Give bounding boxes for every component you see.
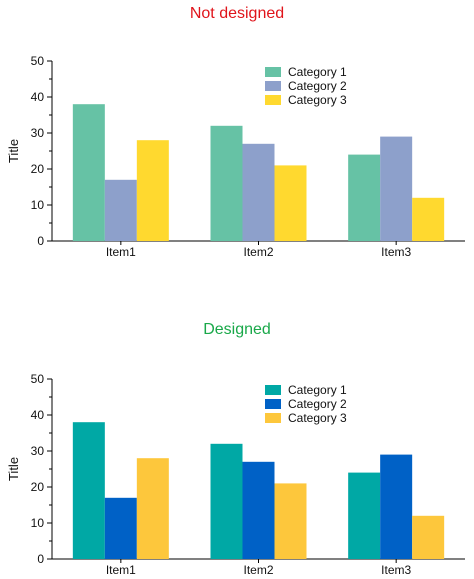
- c0-y-tick-label: 30: [31, 126, 45, 140]
- c1-bar-item3-series-1: [348, 472, 381, 559]
- c0-bar-item2-series-2: [242, 143, 275, 241]
- c0-y-tick-label: 20: [31, 162, 45, 176]
- c1-bar-item2-series-1: [210, 443, 243, 559]
- c1-legend-swatch-3: [265, 413, 281, 423]
- c0-x-tick-label: Item3: [381, 245, 411, 259]
- c1-legend-swatch-2: [265, 399, 281, 409]
- c1-x-tick-label: Item1: [106, 563, 136, 577]
- c0-bar-item3-series-2: [380, 136, 413, 241]
- c1-y-tick-label: 50: [31, 372, 45, 386]
- c1-y-axis-label: Title: [6, 457, 21, 481]
- c0-x-tick-label: Item2: [243, 245, 273, 259]
- c0-legend-swatch-1: [265, 67, 281, 77]
- c0-bar-item3-series-3: [412, 197, 445, 241]
- c0-legend-label-2: Category 2: [288, 79, 347, 93]
- c1-y-tick-label: 10: [31, 516, 45, 530]
- c0-y-tick-label: 40: [31, 90, 45, 104]
- c1-bar-item2-series-3: [274, 483, 307, 559]
- c1-legend-label-3: Category 3: [288, 411, 347, 425]
- c1-legend-swatch-1: [265, 385, 281, 395]
- chart-not-designed: 0 10 20 30 40 50 Title Item1 Item2 Item3 Category …: [6, 54, 465, 259]
- c0-bar-item1-series-3: [136, 140, 169, 241]
- c0-legend-label-1: Category 1: [288, 65, 347, 79]
- c0-legend-label-3: Category 3: [288, 93, 347, 107]
- chart-title-not-designed: Not designed: [189, 5, 285, 22]
- c1-bar-item1-series-3: [136, 458, 169, 559]
- c0-bar-item1-series-1: [72, 104, 105, 241]
- c1-bar-item3-series-2: [380, 454, 413, 559]
- c1-y-tick-label: 0: [37, 552, 44, 566]
- c1-bar-item2-series-2: [242, 461, 275, 559]
- c1-bar-item3-series-3: [412, 515, 445, 559]
- c1-y-tick-label: 30: [31, 444, 45, 458]
- c1-y-tick-label: 20: [31, 480, 45, 494]
- c1-x-tick-label: Item3: [381, 563, 411, 577]
- c0-legend-swatch-2: [265, 81, 281, 91]
- c1-legend-label-2: Category 2: [288, 397, 347, 411]
- c1-bar-item1-series-1: [72, 422, 105, 559]
- chart-designed: 0 10 20 30 40 50 Title Item1 Item2 Item3 Category …: [6, 372, 465, 577]
- c0-y-tick-label: 10: [31, 198, 45, 212]
- c0-x-tick-label: Item1: [106, 245, 136, 259]
- c1-legend-label-1: Category 1: [288, 383, 347, 397]
- chart-title-designed: Designed: [203, 321, 271, 338]
- c0-bar-item2-series-3: [274, 165, 307, 241]
- c1-x-tick-label: Item2: [243, 563, 273, 577]
- c1-y-tick-label: 40: [31, 408, 45, 422]
- c0-bar-item2-series-1: [210, 125, 243, 241]
- c1-bar-item1-series-2: [104, 497, 137, 559]
- c0-bar-item3-series-1: [348, 154, 381, 241]
- c0-legend-swatch-3: [265, 95, 281, 105]
- c0-y-tick-label: 50: [31, 54, 45, 68]
- c0-bar-item1-series-2: [104, 179, 137, 241]
- c0-y-axis-label: Title: [6, 139, 21, 163]
- c0-y-tick-label: 0: [37, 234, 44, 248]
